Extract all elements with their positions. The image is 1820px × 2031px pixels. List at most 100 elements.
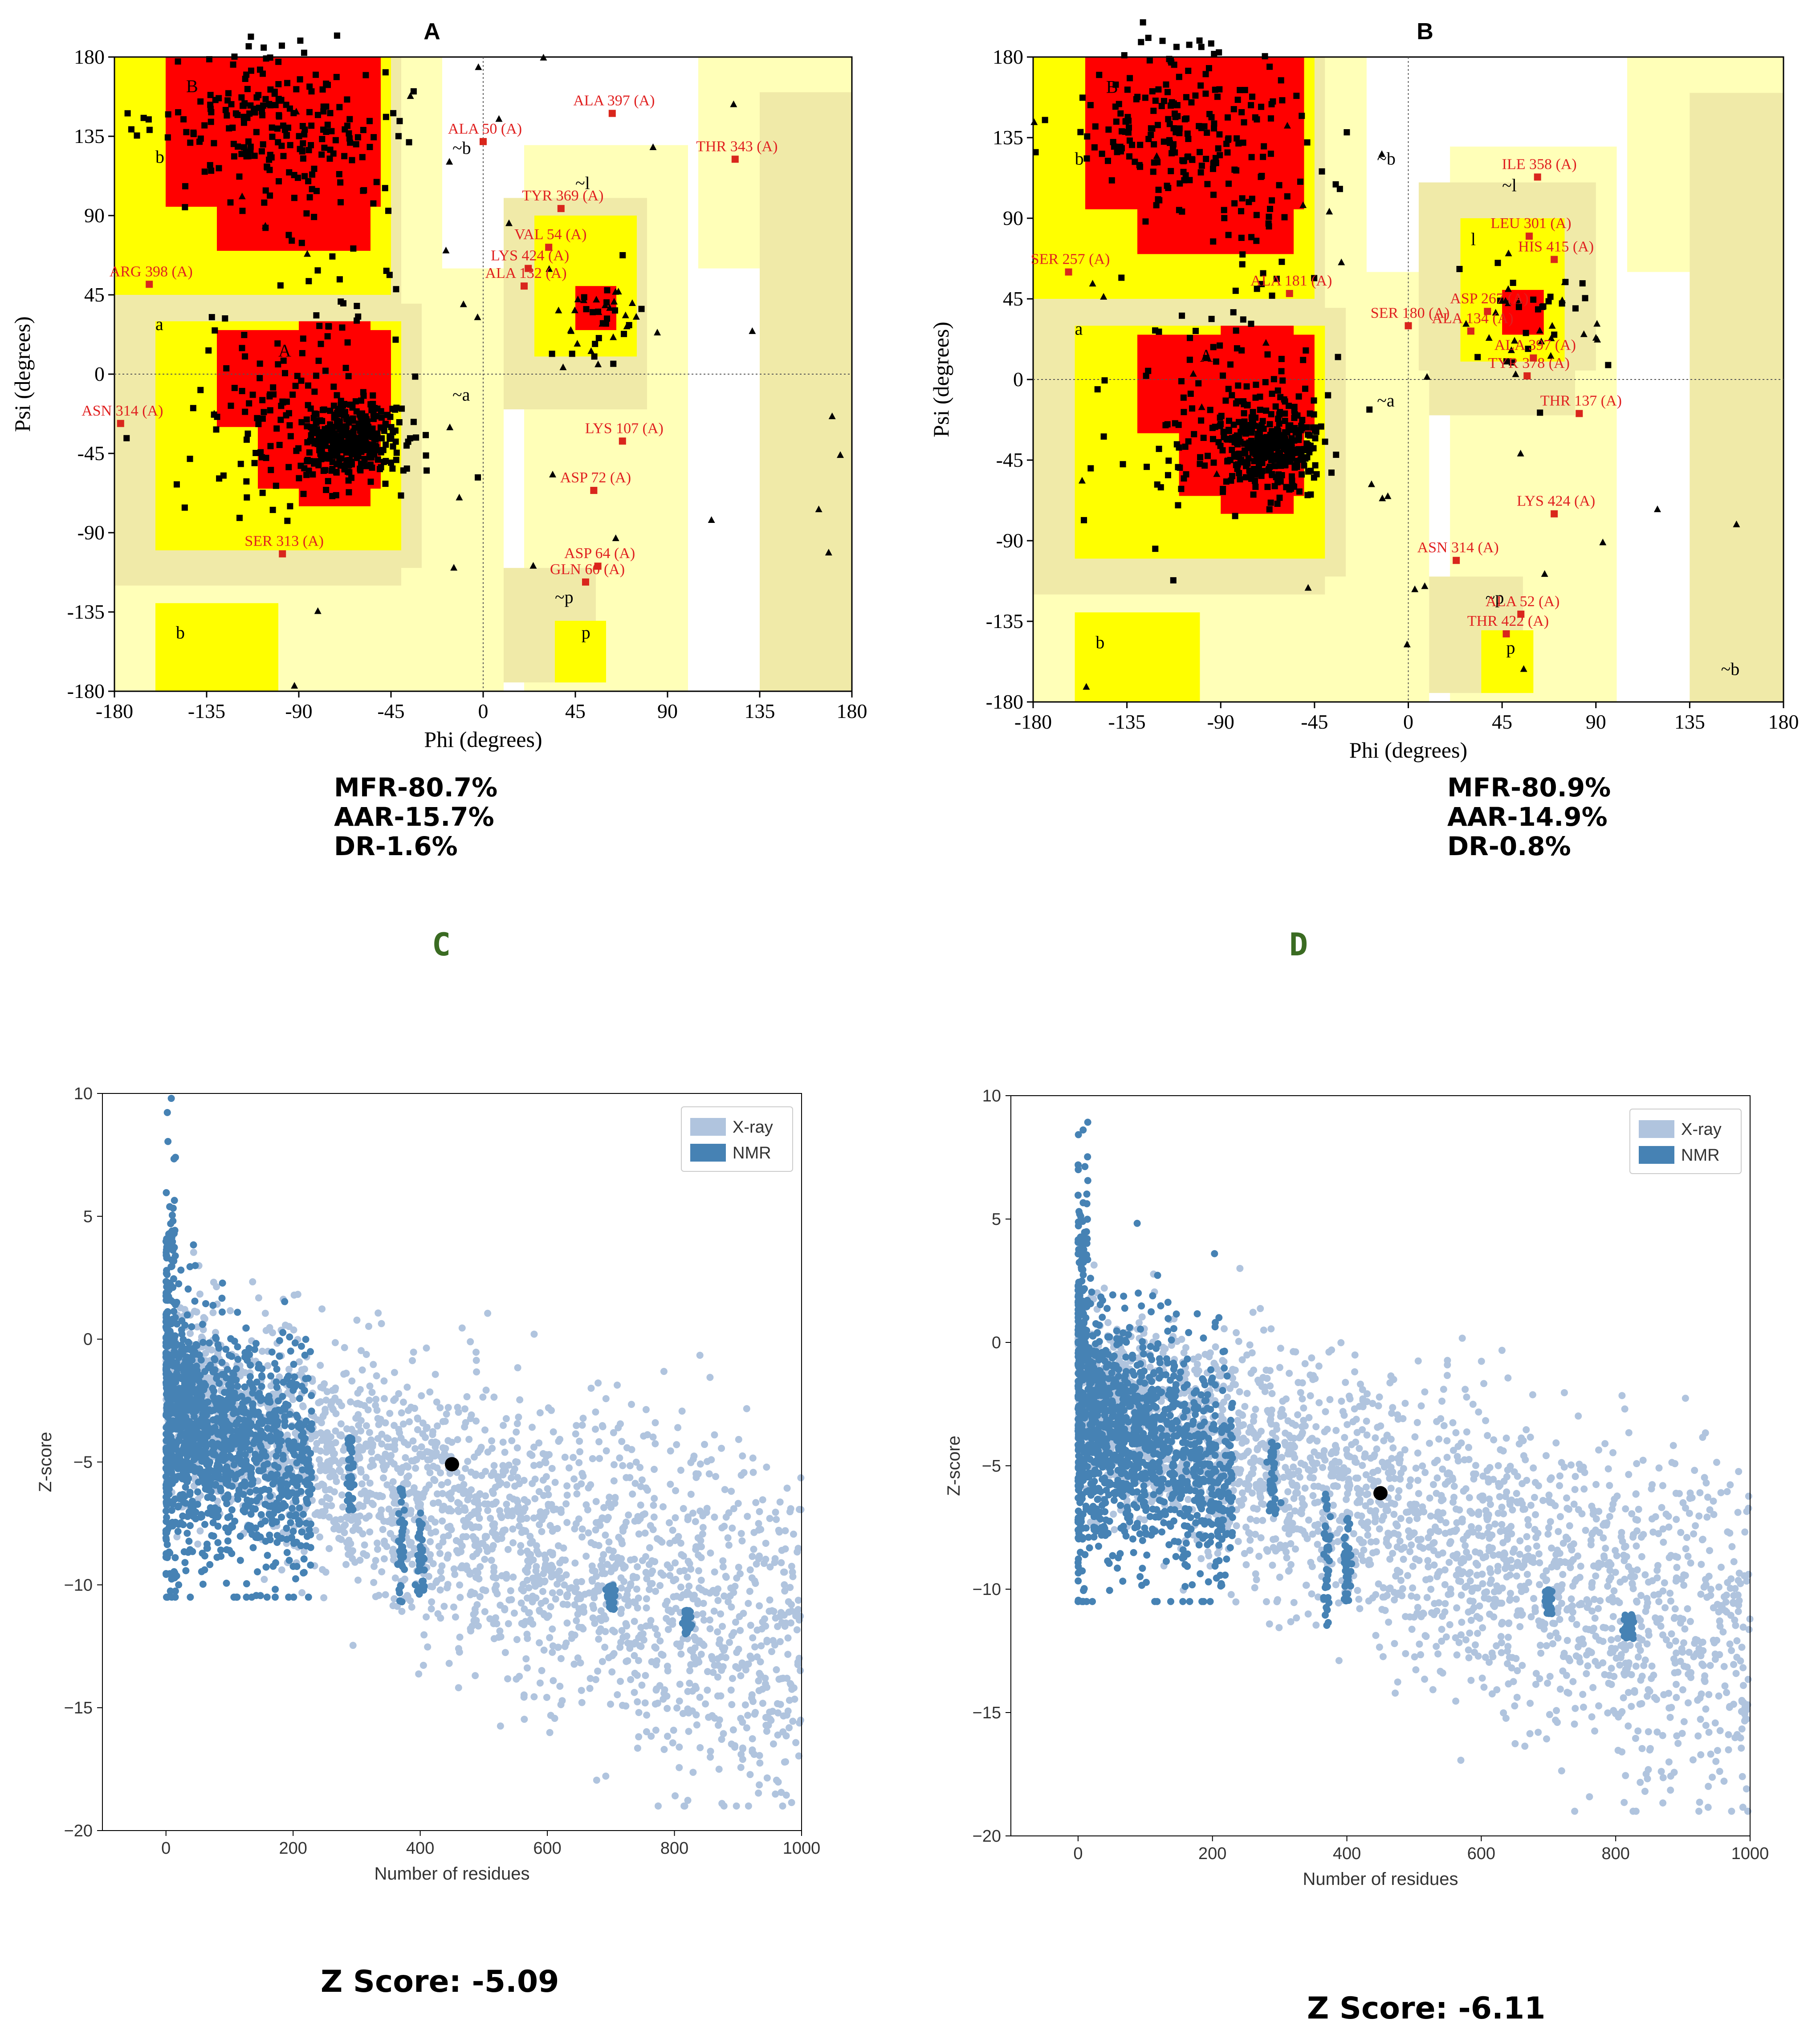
nmr-point <box>278 1491 286 1499</box>
xray-point <box>426 1456 434 1464</box>
xray-point <box>397 1512 405 1520</box>
xray-point <box>228 1468 236 1475</box>
nmr-point <box>247 1420 255 1427</box>
nmr-point <box>295 1423 302 1431</box>
xray-point <box>322 1467 330 1474</box>
residue-point <box>329 459 336 465</box>
xray-point <box>704 1668 712 1676</box>
xray-point <box>756 1752 763 1759</box>
residue-point <box>321 406 327 413</box>
nmr-point <box>187 1367 195 1375</box>
xray-point <box>527 1551 534 1558</box>
xray-point <box>214 1348 222 1356</box>
residue-point <box>326 452 332 458</box>
panel-label-b: B <box>1417 19 1433 45</box>
xray-point <box>354 1518 362 1526</box>
x-tick-label: 90 <box>1586 710 1606 733</box>
xray-point <box>305 1450 313 1458</box>
residue-point <box>1249 94 1256 100</box>
xray-point <box>684 1797 692 1804</box>
xray-point <box>677 1583 684 1591</box>
xray-point <box>664 1733 671 1740</box>
xray-point <box>311 1474 319 1482</box>
xray-point <box>356 1512 364 1520</box>
xray-point <box>259 1442 267 1450</box>
residue-point <box>1304 492 1311 498</box>
residue-point <box>345 457 351 464</box>
residue-point <box>317 444 324 450</box>
nmr-point <box>292 1575 299 1582</box>
xray-point <box>344 1514 352 1522</box>
xray-point <box>200 1444 208 1452</box>
residue-point <box>1227 361 1234 368</box>
xray-point <box>214 1423 222 1430</box>
xray-point <box>721 1522 728 1530</box>
residue-point <box>1193 327 1199 334</box>
xray-point <box>172 1401 180 1409</box>
xray-point <box>315 1399 322 1407</box>
xray-point <box>179 1427 187 1435</box>
residue-point <box>276 442 283 449</box>
xray-point <box>193 1393 201 1400</box>
residue-point <box>382 185 388 192</box>
xray-point <box>378 1431 386 1438</box>
residue-point <box>317 417 323 424</box>
residue-point <box>1278 355 1285 362</box>
residue-point <box>211 411 217 418</box>
residue-point <box>343 416 350 423</box>
xray-point <box>686 1560 693 1567</box>
residue-point <box>355 453 362 460</box>
xray-point <box>260 1438 267 1446</box>
xray-point <box>470 1617 478 1624</box>
xray-point <box>368 1500 376 1507</box>
residue-point <box>180 116 187 122</box>
xray-point <box>391 1369 398 1376</box>
xray-point <box>366 1429 373 1436</box>
xray-point <box>475 1546 483 1554</box>
xray-point <box>666 1572 674 1579</box>
xray-point <box>728 1740 735 1748</box>
residue-point <box>1186 356 1193 363</box>
residue-point <box>1110 139 1116 145</box>
xray-point <box>748 1694 755 1702</box>
nmr-point <box>221 1389 228 1396</box>
nmr-point <box>167 1340 175 1348</box>
xray-point <box>797 1717 804 1724</box>
residue-point <box>1287 485 1294 492</box>
xray-point <box>685 1728 692 1735</box>
xray-point <box>387 1530 394 1538</box>
xray-point <box>467 1627 475 1635</box>
nmr-point <box>224 1528 232 1536</box>
residue-point <box>1292 412 1299 418</box>
nmr-point <box>165 1485 173 1493</box>
xray-point <box>629 1574 637 1582</box>
residue-point <box>344 457 350 464</box>
residue-point <box>316 440 322 446</box>
xray-point <box>187 1399 194 1406</box>
residue-point <box>1205 65 1212 72</box>
xray-point <box>389 1602 397 1610</box>
xray-point <box>288 1376 295 1383</box>
residue-point <box>1246 444 1253 451</box>
nmr-point <box>256 1454 264 1462</box>
xray-point <box>322 1396 330 1404</box>
residue-point <box>317 450 324 457</box>
xray-point <box>264 1475 272 1483</box>
residue-point <box>374 430 381 437</box>
residue-point <box>231 385 238 392</box>
xray-point <box>233 1365 241 1373</box>
residue-point <box>1176 444 1182 451</box>
x-tick-label: 0 <box>478 700 489 722</box>
glycine-point <box>475 63 482 70</box>
residue-point <box>343 423 350 430</box>
xray-point <box>647 1570 655 1577</box>
residue-point <box>1163 81 1169 88</box>
xray-point <box>237 1367 245 1374</box>
residue-point <box>1148 132 1154 139</box>
outlier-point <box>525 265 532 272</box>
xray-point <box>453 1547 460 1554</box>
xray-point <box>739 1744 746 1752</box>
xray-point <box>789 1568 796 1576</box>
residue-point <box>1207 407 1213 413</box>
residue-point <box>1228 477 1234 484</box>
